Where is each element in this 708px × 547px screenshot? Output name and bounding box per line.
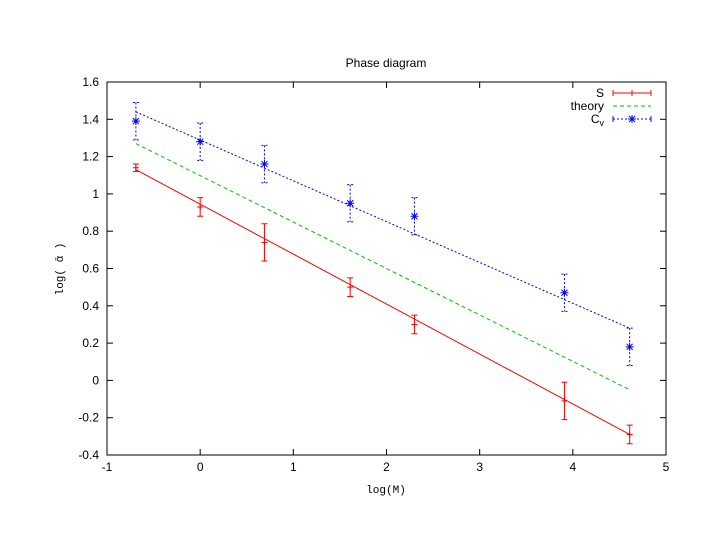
legend-sample-cv xyxy=(612,115,652,123)
legend-marker xyxy=(629,90,635,96)
y-tick-label: 0.4 xyxy=(82,299,99,313)
error-bar xyxy=(626,327,633,366)
y-tick-label: 0.6 xyxy=(82,262,99,276)
y-axis-label: log( ᾱ ) xyxy=(55,243,67,296)
legend-label-theory: theory xyxy=(571,99,604,113)
data-point xyxy=(131,117,140,126)
chart-title: Phase diagram xyxy=(346,56,427,70)
fit-line xyxy=(135,169,630,435)
data-point xyxy=(410,212,419,221)
plot-axes: -1 0 1 2 3 4 5 -0.4 -0.2 0 0.2 0.4 0.6 0.8 1 1.2 1.4 1.6 xyxy=(78,75,669,474)
data-point xyxy=(197,203,204,210)
error-bar xyxy=(347,184,354,223)
legend-entry-cv: Cv xyxy=(591,112,652,128)
data-point xyxy=(561,397,568,404)
error-bar xyxy=(561,273,568,312)
x-tick-label: 5 xyxy=(663,460,670,474)
data-point xyxy=(261,239,268,246)
legend-entry-theory: theory xyxy=(571,99,651,113)
legend-label-cv: Cv xyxy=(591,112,605,128)
x-tick-label: 1 xyxy=(290,460,297,474)
data-point xyxy=(132,164,139,171)
data-point xyxy=(411,321,418,328)
fit-line xyxy=(135,111,630,329)
y-tick-label: 0 xyxy=(92,373,99,387)
x-tick-label: -1 xyxy=(102,460,113,474)
y-tick-label: -0.4 xyxy=(78,448,99,462)
x-tick-label: 3 xyxy=(476,460,483,474)
x-tick-label: 4 xyxy=(569,460,576,474)
error-bar xyxy=(261,144,268,184)
error-bar xyxy=(197,122,204,161)
y-tick-label: 1 xyxy=(92,187,99,201)
y-tick-label: 1.6 xyxy=(82,75,99,89)
legend-error-cap xyxy=(612,116,652,122)
series-0 xyxy=(132,163,633,445)
data-point xyxy=(625,342,634,351)
data-point xyxy=(560,288,569,297)
data-point xyxy=(260,160,269,169)
legend-sample-s xyxy=(612,90,652,96)
legend-label-s: S xyxy=(596,86,604,100)
data-point xyxy=(346,199,355,208)
x-axis-label: log(M) xyxy=(366,485,406,497)
error-bar xyxy=(132,102,139,141)
legend-label-cv-sub: v xyxy=(600,118,605,128)
y-tick-label: 0.2 xyxy=(82,336,99,350)
y-tick-label: 0.8 xyxy=(82,224,99,238)
data-point xyxy=(626,431,633,438)
x-tick-label: 0 xyxy=(197,460,204,474)
y-tick-label: -0.2 xyxy=(78,411,99,425)
error-bar xyxy=(411,197,418,236)
y-tick-label: 1.4 xyxy=(82,112,99,126)
series-layer xyxy=(131,102,634,445)
fit-line xyxy=(135,143,630,391)
y-tick-label: 1.2 xyxy=(82,150,99,164)
x-tick-label: 2 xyxy=(383,460,390,474)
data-point xyxy=(196,137,205,146)
series-1 xyxy=(135,143,630,391)
legend-error-cap xyxy=(612,90,652,96)
legend-label-cv-main: C xyxy=(591,112,600,126)
legend-marker xyxy=(628,115,636,123)
legend: S theory Cv xyxy=(571,86,652,128)
series-2 xyxy=(131,102,634,366)
legend-entry-s: S xyxy=(596,86,652,100)
data-point xyxy=(347,284,354,291)
